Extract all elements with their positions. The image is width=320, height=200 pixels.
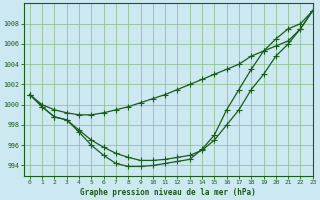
X-axis label: Graphe pression niveau de la mer (hPa): Graphe pression niveau de la mer (hPa) <box>80 188 256 197</box>
